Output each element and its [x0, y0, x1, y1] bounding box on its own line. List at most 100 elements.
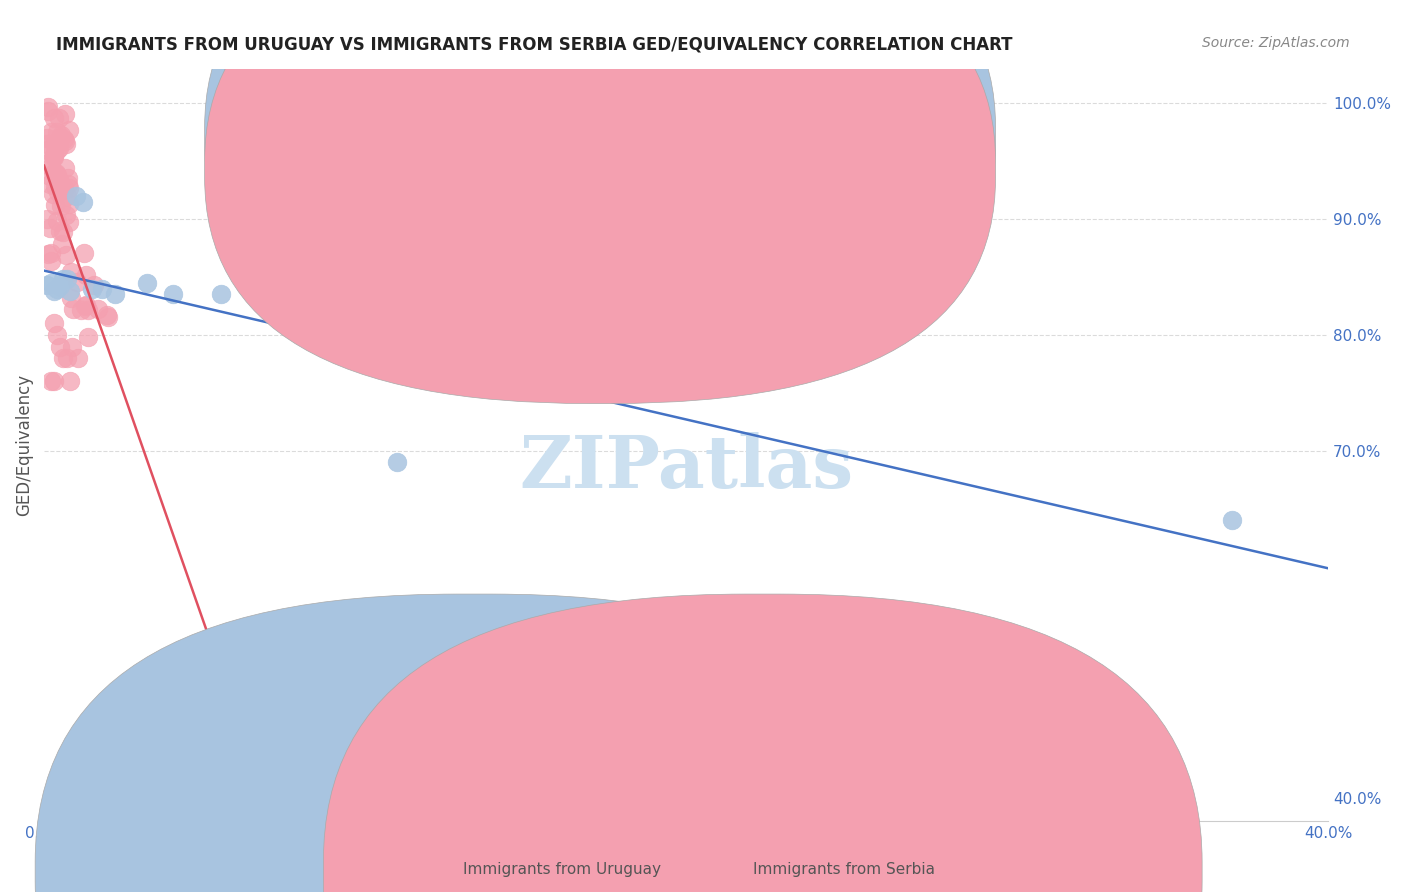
- Point: [56, 171, 79, 186]
- Point: [37, 136, 59, 151]
- Point: [46, 213, 69, 227]
- Point: [42, 136, 65, 151]
- Point: [42, 374, 65, 388]
- Point: [73, 246, 96, 260]
- Point: [76, 330, 98, 344]
- Point: [46, 327, 69, 342]
- Point: [44, 111, 66, 125]
- Point: [42, 187, 65, 202]
- Point: [39, 154, 62, 169]
- Point: [46, 173, 69, 187]
- Point: [55, 207, 77, 221]
- Point: [39, 374, 62, 388]
- Point: [53, 107, 76, 121]
- Text: Immigrants from Uruguay: Immigrants from Uruguay: [464, 863, 661, 877]
- Point: [58, 215, 80, 229]
- FancyBboxPatch shape: [205, 0, 995, 403]
- Point: [52, 351, 75, 365]
- Point: [49, 175, 72, 189]
- Text: ZIPatlas: ZIPatlas: [519, 432, 853, 503]
- Point: [37, 246, 59, 260]
- Point: [82, 282, 104, 296]
- Point: [59, 374, 82, 388]
- Point: [45, 165, 67, 179]
- Point: [70, 303, 93, 318]
- Y-axis label: GED/Equivalency: GED/Equivalency: [15, 374, 32, 516]
- Point: [37, 104, 59, 119]
- Point: [58, 122, 80, 136]
- Point: [46, 143, 69, 157]
- Point: [42, 150, 65, 164]
- Point: [42, 317, 65, 331]
- Point: [59, 284, 82, 298]
- Point: [39, 254, 62, 268]
- Point: [65, 189, 87, 203]
- Point: [49, 128, 72, 142]
- Text: IMMIGRANTS FROM URUGUAY VS IMMIGRANTS FROM SERBIA GED/EQUIVALENCY CORRELATION CH: IMMIGRANTS FROM URUGUAY VS IMMIGRANTS FR…: [56, 36, 1012, 54]
- Point: [56, 177, 79, 191]
- Point: [60, 340, 83, 354]
- Point: [39, 221, 62, 235]
- Point: [46, 168, 69, 182]
- Point: [49, 339, 72, 353]
- Point: [97, 310, 120, 325]
- Point: [42, 166, 65, 180]
- Text: R = -0.002   N = 18: R = -0.002 N = 18: [616, 133, 765, 147]
- Point: [387, 455, 409, 469]
- Point: [39, 125, 62, 139]
- Point: [48, 224, 70, 238]
- FancyBboxPatch shape: [205, 0, 995, 369]
- Point: [37, 143, 59, 157]
- Point: [46, 125, 69, 139]
- Point: [39, 276, 62, 290]
- Point: [55, 189, 77, 203]
- Point: [55, 272, 77, 286]
- Text: Source: ZipAtlas.com: Source: ZipAtlas.com: [1202, 36, 1350, 50]
- Point: [75, 268, 97, 282]
- Point: [48, 111, 70, 125]
- Point: [39, 169, 62, 184]
- Point: [52, 183, 75, 197]
- Point: [55, 136, 77, 151]
- Point: [49, 131, 72, 145]
- Text: R =   0.237   N = 81: R = 0.237 N = 81: [616, 167, 769, 181]
- Point: [52, 225, 75, 239]
- Point: [52, 272, 75, 286]
- Point: [76, 303, 98, 318]
- Point: [51, 199, 73, 213]
- Point: [39, 178, 62, 192]
- Point: [90, 282, 112, 296]
- Point: [42, 284, 65, 298]
- Point: [49, 279, 72, 293]
- Point: [51, 236, 73, 251]
- Point: [162, 287, 184, 301]
- Point: [58, 181, 80, 195]
- Point: [52, 179, 75, 194]
- Point: [55, 248, 77, 262]
- Point: [135, 276, 157, 290]
- Point: [53, 161, 76, 175]
- Point: [87, 301, 110, 316]
- Point: [1220, 513, 1243, 527]
- Point: [96, 308, 118, 322]
- Point: [37, 131, 59, 145]
- Point: [37, 278, 59, 293]
- FancyBboxPatch shape: [571, 106, 981, 219]
- Point: [72, 194, 94, 209]
- Point: [37, 211, 59, 226]
- Point: [48, 141, 70, 155]
- Point: [44, 178, 66, 193]
- Point: [39, 160, 62, 174]
- Point: [83, 277, 105, 292]
- Point: [46, 282, 69, 296]
- Point: [66, 275, 89, 289]
- Point: [59, 291, 82, 305]
- Point: [44, 198, 66, 212]
- Point: [209, 287, 232, 301]
- Text: Immigrants from Serbia: Immigrants from Serbia: [752, 863, 935, 877]
- Point: [75, 298, 97, 312]
- Point: [75, 299, 97, 313]
- Point: [39, 246, 62, 260]
- Point: [55, 351, 77, 365]
- Point: [42, 148, 65, 162]
